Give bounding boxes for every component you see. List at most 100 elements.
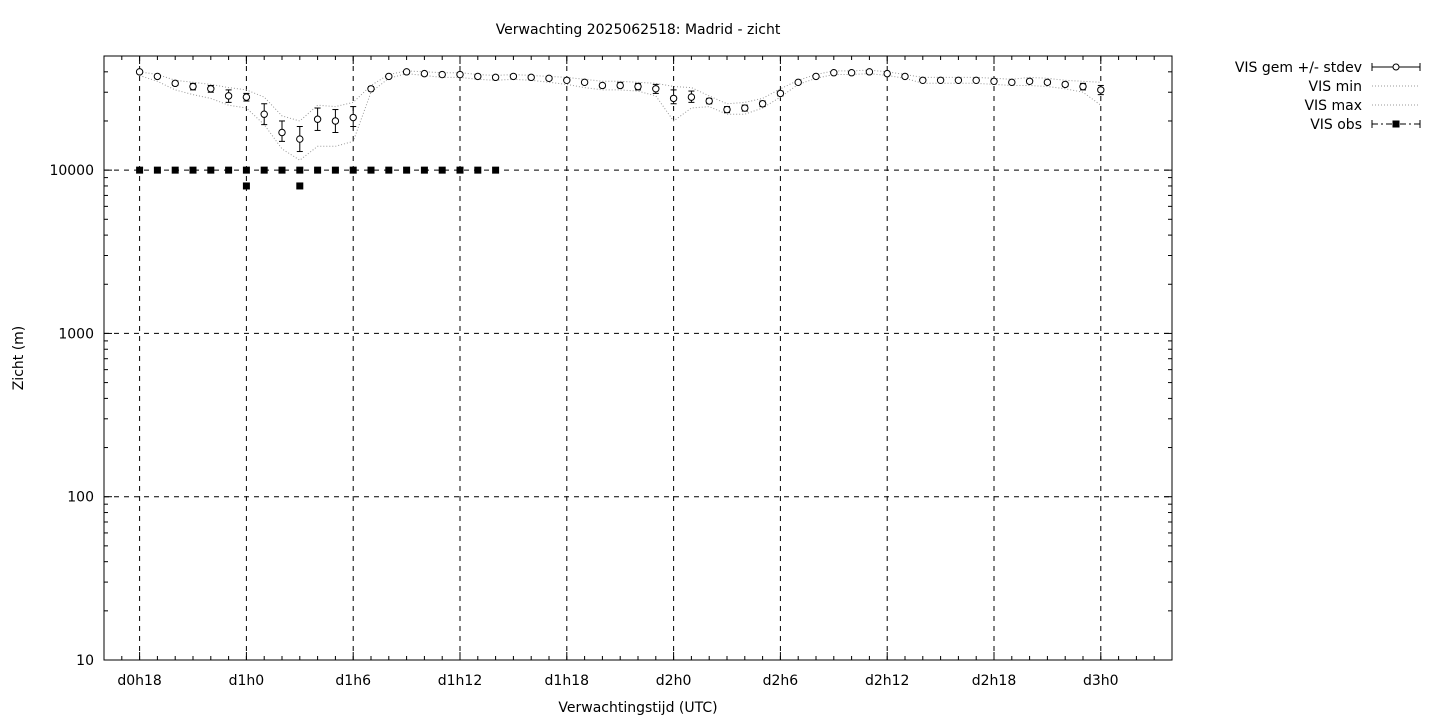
- legend-label: VIS gem +/- stdev: [1235, 60, 1362, 76]
- x-tick-label: d1h12: [438, 673, 482, 689]
- vis-mean-point: [1025, 77, 1034, 85]
- vis-mean-point: [474, 72, 482, 81]
- vis-mean-point: [545, 74, 553, 83]
- vis-mean-point: [313, 115, 322, 123]
- vis-mean-point: [865, 68, 874, 76]
- vis-mean-point: [812, 72, 820, 81]
- vis-mean-point: [741, 104, 749, 112]
- vis-mean-point: [224, 92, 233, 100]
- x-tick-label: d2h18: [972, 673, 1016, 689]
- y-axis-label: Zicht (m): [11, 326, 27, 391]
- x-tick-label: d1h18: [545, 673, 589, 689]
- legend: VIS gem +/- stdev VIS min VIS max VIS obs: [1235, 60, 1421, 133]
- vis-obs-point: [242, 166, 250, 174]
- vis-mean-point: [669, 94, 678, 103]
- x-tick-label: d2h0: [656, 673, 692, 689]
- vis-mean-point: [527, 73, 535, 82]
- vis-mean-point: [207, 85, 215, 93]
- vis-mean-point: [153, 72, 162, 81]
- vis-mean-point: [135, 68, 144, 76]
- vis-mean-point: [278, 128, 286, 137]
- x-tick-label: d0h18: [117, 673, 161, 689]
- vis-obs-point: [207, 166, 215, 174]
- vis-obs-point: [492, 166, 500, 174]
- vis-obs-point: [296, 182, 304, 190]
- legend-label: VIS obs: [1310, 117, 1362, 133]
- vis-mean-point: [420, 69, 429, 78]
- vis-mean-point: [634, 82, 642, 91]
- x-tick-label: d2h12: [865, 673, 909, 689]
- vis-mean-point: [936, 76, 945, 84]
- vis-obs-point: [278, 166, 286, 174]
- axes: d0h18 d1h0 d1h6 d1h12 d1h18 d2h0 d2h6 d2h12 d2h1…: [49, 55, 1173, 689]
- x-tick-label: d2h6: [763, 673, 799, 689]
- vis-obs-point: [420, 166, 428, 174]
- vis-mean-point: [723, 105, 731, 114]
- vis-mean-point: [1097, 86, 1105, 94]
- vis-mean-point: [687, 93, 696, 101]
- vis-mean-point: [616, 81, 624, 90]
- vis-obs-point: [438, 166, 446, 174]
- vis-obs-point: [403, 166, 411, 174]
- vis-mean-point: [260, 110, 268, 118]
- vis-obs-point: [314, 166, 322, 174]
- vis-mean-point: [491, 73, 500, 82]
- vis-mean-point: [883, 69, 891, 78]
- vis-mean-point: [456, 70, 464, 79]
- vis-mean-point: [990, 77, 998, 85]
- vis-obs-point: [260, 166, 268, 174]
- vis-mean-point: [919, 76, 927, 84]
- vis-mean-point: [171, 79, 179, 88]
- vis-mean-point: [776, 89, 785, 98]
- vis-mean-point: [242, 93, 251, 101]
- vis-mean-point: [189, 82, 197, 91]
- y-tick-label: 10000: [49, 163, 94, 179]
- vis-mean-point: [972, 76, 980, 84]
- vis-mean-point: [563, 76, 571, 84]
- y-tick-label: 100: [67, 490, 94, 506]
- vis-mean-point: [1043, 78, 1052, 87]
- grid: [104, 56, 1172, 660]
- vis-obs-point: [171, 166, 179, 174]
- vis-mean-point: [402, 68, 411, 76]
- vis-obs-point: [456, 166, 464, 174]
- vis-mean-point: [847, 69, 856, 77]
- vis-mean-point: [438, 70, 446, 79]
- vis-mean-point: [580, 78, 589, 87]
- vis-mean-point: [1079, 82, 1087, 91]
- vis-mean-point: [385, 72, 393, 81]
- vis-obs-point: [474, 166, 482, 174]
- vis-mean-point: [296, 135, 304, 143]
- vis-mean-point: [1061, 80, 1069, 89]
- legend-swatch-marker: [1392, 120, 1400, 128]
- vis-mean-point: [331, 117, 340, 125]
- vis-obs-point: [225, 166, 233, 174]
- vis-obs-point: [385, 166, 393, 174]
- vis-mean-point: [652, 85, 660, 93]
- vis-mean-point: [954, 76, 963, 84]
- vis-obs-point: [349, 166, 357, 174]
- vis-mean-point: [758, 100, 767, 108]
- vis-obs-point: [242, 182, 250, 190]
- vis-mean-point: [830, 69, 838, 77]
- vis-mean-point: [349, 113, 357, 122]
- legend-swatch-marker: [1392, 63, 1400, 71]
- vis-obs-point: [153, 166, 161, 174]
- vis-mean-point: [705, 97, 713, 105]
- vis-mean-point: [1008, 78, 1016, 87]
- x-tick-label: d1h0: [229, 673, 265, 689]
- plot-frame: [103, 55, 1173, 661]
- legend-label: VIS max: [1304, 98, 1362, 114]
- legend-label: VIS min: [1309, 79, 1362, 95]
- vis-obs-point: [189, 166, 197, 174]
- vis-mean-point: [901, 72, 909, 81]
- vis-obs-point: [136, 166, 144, 174]
- vis-mean-point: [794, 78, 802, 87]
- y-tick-label: 1000: [58, 326, 94, 342]
- x-axis-label: Verwachtingstijd (UTC): [558, 700, 717, 716]
- x-tick-label: d3h0: [1083, 673, 1119, 689]
- vis-mean-point: [598, 81, 607, 90]
- vis-mean-point: [367, 85, 375, 93]
- vis-obs-point: [331, 166, 339, 174]
